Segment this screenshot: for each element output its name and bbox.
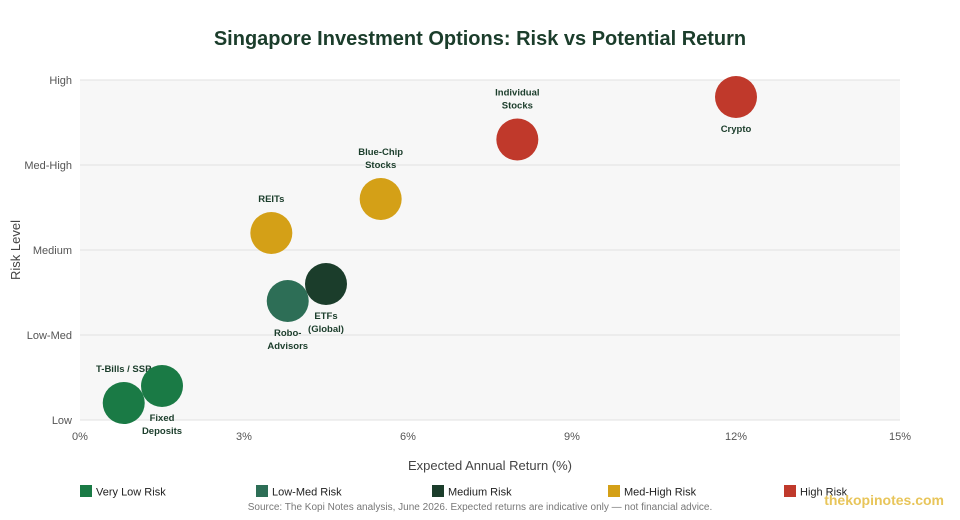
point-label: Robo- (274, 328, 301, 339)
x-tick-label: 12% (725, 431, 747, 443)
point-marker (250, 212, 293, 254)
x-tick-label: 6% (400, 431, 416, 443)
data-points: T-Bills / SSP Fixed Deposits Robo- Advisors E… (96, 76, 757, 437)
point-label: REITs (258, 194, 284, 205)
x-tick-label: 9% (564, 431, 580, 443)
point-label: Fixed (150, 413, 175, 424)
legend-label: Low-Med Risk (272, 487, 342, 499)
gridlines (80, 79, 900, 421)
legend-label: Very Low Risk (96, 487, 166, 499)
y-tick-label: Med-High (24, 160, 72, 172)
y-axis-label: Risk Level (8, 220, 23, 280)
x-axis-label: Expected Annual Return (%) (408, 458, 572, 473)
x-tick-label: 15% (889, 431, 911, 443)
point-label: Blue-Chip (358, 147, 403, 158)
point-marker (141, 365, 183, 407)
legend-swatch (784, 485, 796, 497)
point-label: Stocks (502, 101, 533, 112)
point-label: Crypto (721, 124, 752, 135)
point-marker (715, 76, 757, 118)
x-tick-label: 0% (72, 431, 88, 443)
legend-swatch (608, 485, 620, 497)
x-axis-ticks: 0% 3% 6% 9% 12% 15% (72, 431, 911, 443)
legend-swatch (80, 485, 92, 497)
y-tick-label: Medium (33, 245, 72, 257)
point-marker (359, 178, 402, 220)
point-label: Advisors (267, 341, 308, 352)
point-marker (496, 118, 539, 161)
legend-label: High Risk (800, 487, 848, 499)
point-label: ETFs (314, 311, 337, 322)
legend: Very Low Risk Low-Med Risk Medium Risk Med-… (80, 485, 848, 499)
point-label: T-Bills / SSP (96, 364, 152, 375)
chart-title: Singapore Investment Options: Risk vs Po… (214, 28, 746, 50)
point-marker (305, 263, 347, 305)
watermark: thekopinotes.com (824, 492, 944, 508)
legend-swatch (432, 485, 444, 497)
legend-label: Medium Risk (448, 487, 512, 499)
point-marker (102, 382, 145, 424)
y-axis-ticks: Low Low-Med Medium Med-High High (24, 75, 72, 427)
point-marker (266, 280, 309, 322)
legend-label: Med-High Risk (624, 487, 697, 499)
source-note: Source: The Kopi Notes analysis, June 20… (248, 502, 713, 513)
point-label: (Global) (308, 324, 344, 335)
point-label: Deposits (142, 426, 182, 437)
y-tick-label: High (49, 75, 72, 87)
point-label: Stocks (365, 160, 396, 171)
y-tick-label: Low (52, 415, 72, 427)
point-label: Individual (495, 88, 539, 99)
x-tick-label: 3% (236, 431, 252, 443)
y-tick-label: Low-Med (27, 330, 72, 342)
legend-swatch (256, 485, 268, 497)
